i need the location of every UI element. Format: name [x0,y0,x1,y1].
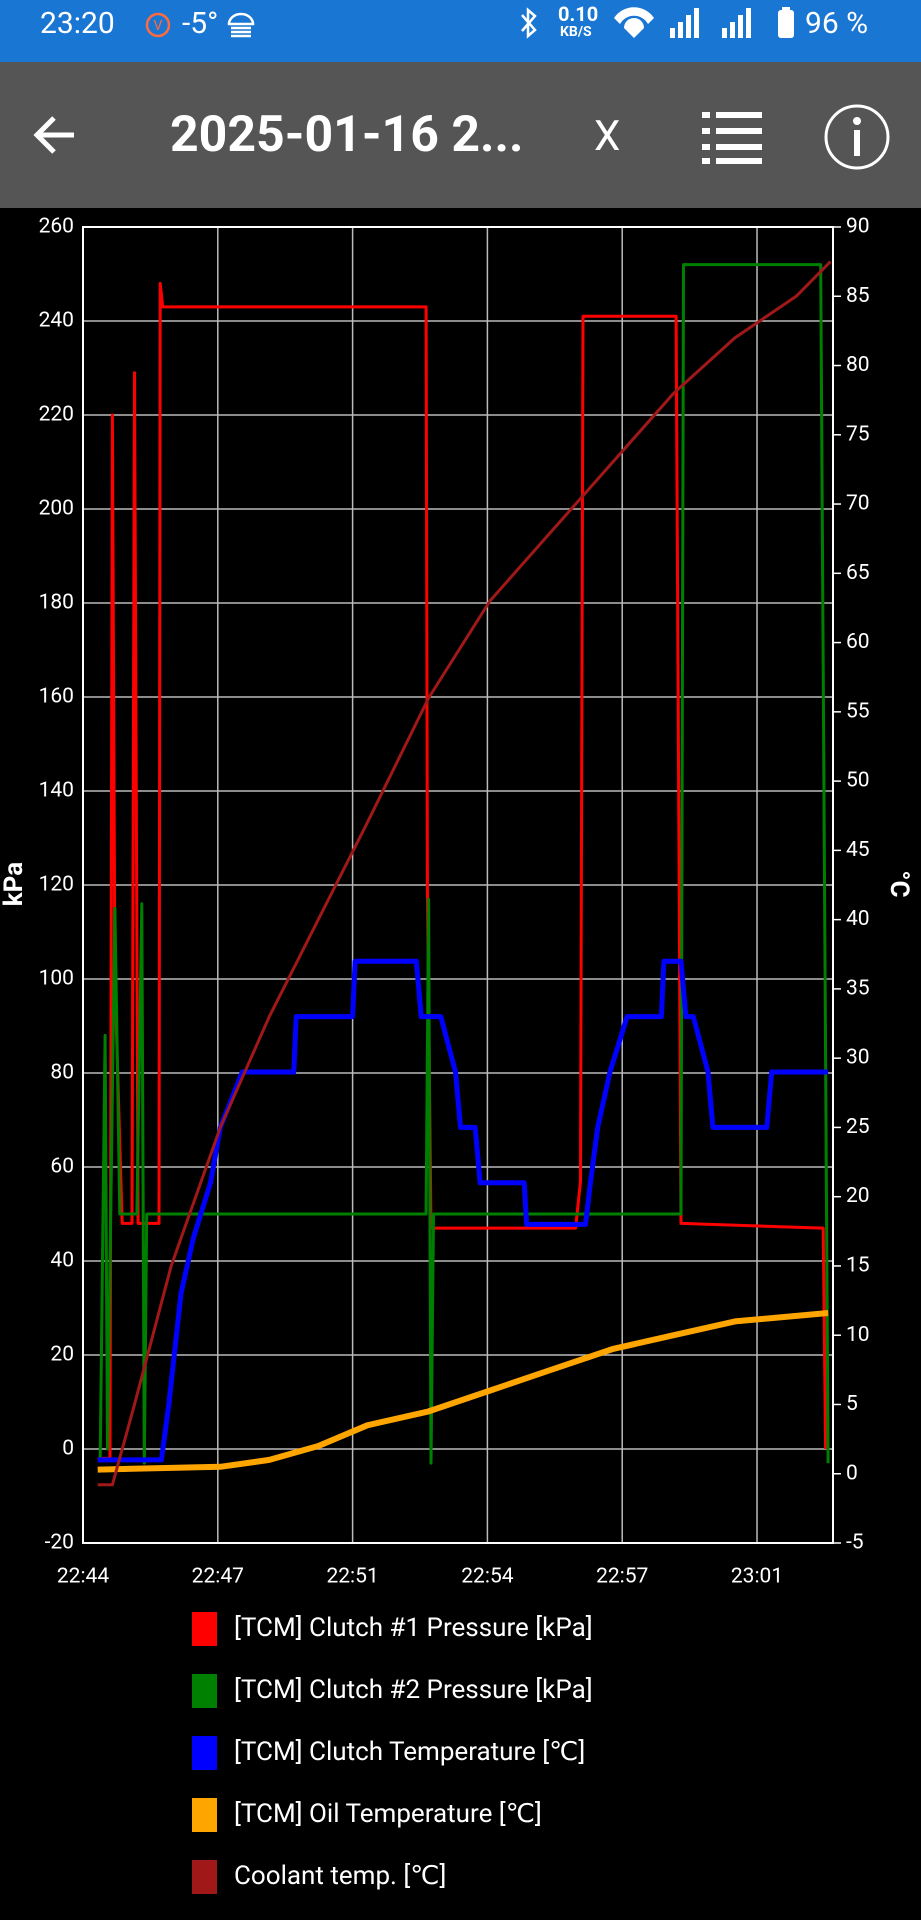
app-icon: V [145,12,171,38]
y-tick-label: 140 [39,779,74,803]
y2-tick-label: 45 [846,838,870,862]
y2-tick-label: 10 [846,1323,870,1347]
legend-swatch [192,1860,217,1894]
bluetooth-icon [521,7,537,39]
legend-swatch [192,1674,217,1708]
x-tick-label: 22:54 [461,1565,513,1589]
temperature: -5° [182,6,219,41]
y2-tick-label: 65 [846,561,870,585]
series-line [97,958,829,1463]
svg-text:V: V [154,18,163,34]
y2-tick-label: 80 [846,353,870,377]
y2-tick-label: 85 [846,284,870,308]
status-bar: 23:20 V -5° 0.10 KB/S 96 % [0,0,921,62]
y2-tick-label: 5 [846,1392,858,1416]
y2-axis-label: °C [884,870,914,897]
toolbar: 2025-01-16 2... X [0,62,921,208]
series-line [98,263,830,1465]
battery: 96 % [805,6,869,41]
y-tick-label: 80 [50,1061,74,1085]
y-tick-label: 160 [39,685,74,709]
back-button[interactable] [30,110,80,160]
y-tick-label: 100 [39,967,74,991]
y2-tick-label: 70 [846,492,870,516]
legend-label: [TCM] Oil Temperature [℃] [234,1799,542,1829]
y2-tick-label: 50 [846,769,870,793]
legend-label: Coolant temp. [℃] [234,1861,446,1891]
legend-label: [TCM] Clutch Temperature [℃] [234,1737,585,1767]
y-tick-label: 200 [39,497,74,521]
info-button[interactable] [822,102,892,172]
x-tick-label: 22:44 [57,1565,109,1589]
y-tick-label: -20 [45,1531,74,1555]
y-axis-label: kPa [0,862,29,907]
legend-label: [TCM] Clutch #1 Pressure [kPa] [234,1613,593,1643]
y2-tick-label: 60 [846,630,870,654]
y-tick-label: 60 [50,1155,74,1179]
y2-tick-label: 35 [846,976,870,1000]
y2-tick-label: -5 [846,1531,864,1555]
y2-tick-label: 55 [846,699,870,723]
y-tick-label: 0 [62,1437,74,1461]
net-speed: 0.10 [558,2,599,26]
weather-icon [227,12,255,38]
x-tick-label: 22:51 [326,1565,378,1589]
list-button[interactable] [700,110,766,166]
y-tick-label: 180 [39,591,74,615]
y2-tick-label: 40 [846,907,870,931]
x-tick-label: 23:01 [731,1565,783,1589]
y2-tick-label: 15 [846,1253,870,1277]
net-speed-unit: KB/S [560,24,592,40]
series-line [97,260,832,1487]
y2-tick-label: 90 [846,215,870,239]
y-tick-label: 40 [50,1249,74,1273]
y2-tick-label: 30 [846,1046,870,1070]
legend-swatch [192,1612,217,1646]
y2-tick-label: 0 [846,1461,858,1485]
y-tick-label: 260 [39,215,74,239]
plot-frame [82,226,834,1544]
legend-swatch [192,1736,217,1770]
y-tick-label: 220 [39,403,74,427]
signal-icons [614,7,794,38]
y-tick-label: 20 [50,1343,74,1367]
y-tick-label: 120 [39,873,74,897]
y2-tick-label: 25 [846,1115,870,1139]
clock: 23:20 [40,6,115,41]
series-line [97,1310,829,1473]
y-tick-label: 240 [39,309,74,333]
title: 2025-01-16 2... [170,106,524,164]
x-tick-label: 22:47 [192,1565,244,1589]
series-line [97,281,828,1460]
legend-label: [TCM] Clutch #2 Pressure [kPa] [234,1675,593,1705]
y2-tick-label: 75 [846,422,870,446]
close-button[interactable]: X [594,112,621,161]
y2-tick-label: 20 [846,1184,870,1208]
x-tick-label: 22:57 [596,1565,648,1589]
legend-swatch [192,1798,217,1832]
chart: kPa °C -20020406080100120140160180200220… [0,215,914,1894]
